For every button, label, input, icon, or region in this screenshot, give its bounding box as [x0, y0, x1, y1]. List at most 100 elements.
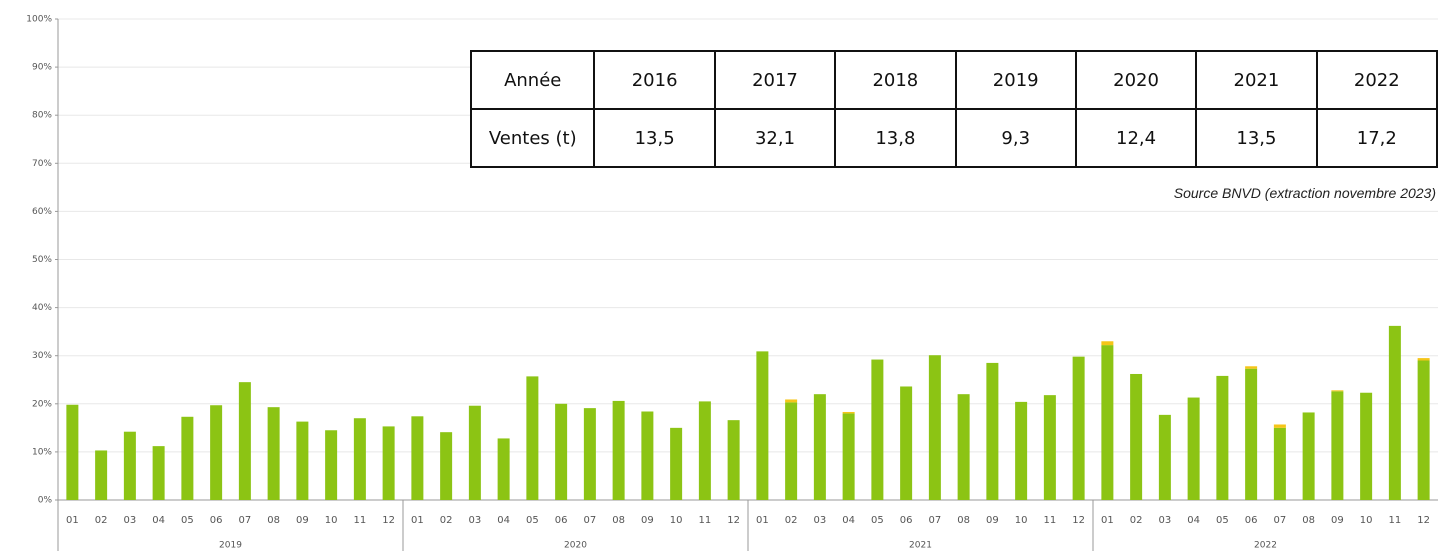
y-tick-label: 20%	[32, 399, 52, 409]
sales-table: Année 2016 2017 2018 2019 2020 2021 2022 Ventes …	[469, 50, 1438, 168]
x-tick-label: 09	[1331, 515, 1344, 526]
bar-segment	[1417, 358, 1430, 361]
x-tick-label: 05	[1216, 515, 1229, 526]
y-tick-label: 50%	[32, 255, 52, 265]
table-cell: 2019	[954, 50, 1077, 110]
x-tick-label: 08	[1302, 515, 1315, 526]
table-cell: 2016	[593, 50, 716, 110]
table-row: Année 2016 2017 2018 2019 2020 2021 2022	[469, 50, 1438, 110]
bar-segment	[411, 416, 424, 500]
x-tick-label: 09	[641, 515, 654, 526]
bar-segment	[1302, 412, 1315, 500]
bar-segment	[1245, 366, 1258, 369]
bar-segment	[1043, 395, 1056, 500]
x-tick-label: 05	[181, 515, 194, 526]
bar-segment	[1245, 368, 1258, 500]
y-tick-label: 0%	[38, 496, 53, 506]
x-tick-label: 06	[900, 515, 913, 526]
x-tick-label: 07	[1274, 515, 1287, 526]
bar-segment	[641, 411, 654, 500]
group-label: 2022	[1254, 541, 1277, 551]
table-cell: 13,5	[593, 108, 716, 168]
bar-segment	[957, 394, 970, 500]
bar-segment	[1216, 375, 1229, 500]
bar-segment	[95, 450, 108, 500]
y-tick-label: 40%	[32, 303, 52, 313]
table-cell: 9,3	[954, 108, 1077, 168]
x-tick-label: 11	[1044, 515, 1057, 526]
bar-segment	[152, 446, 165, 500]
bar-segment	[1158, 414, 1171, 500]
table-row: Ventes (t) 13,5 32,1 13,8 9,3 12,4 13,5 17,2	[469, 108, 1438, 168]
x-tick-label: 08	[267, 515, 280, 526]
bar-segment	[842, 411, 855, 414]
bar-segment	[727, 420, 740, 500]
bar-segment	[1360, 392, 1373, 500]
source-note: Source BNVD (extraction novembre 2023)	[1173, 185, 1436, 201]
bar-segment	[986, 362, 999, 500]
bar-segment	[1417, 360, 1430, 500]
table-cell: 2017	[713, 50, 837, 110]
x-tick-label: 07	[239, 515, 252, 526]
y-tick-label: 60%	[32, 207, 52, 217]
x-tick-label: 06	[555, 515, 568, 526]
bar-segment	[353, 418, 366, 500]
x-tick-label: 08	[612, 515, 625, 526]
bar-segment	[497, 438, 510, 500]
bar-segment	[756, 351, 769, 500]
y-tick-label: 100%	[26, 15, 52, 25]
y-tick-label: 80%	[32, 111, 52, 121]
x-tick-label: 12	[1417, 515, 1430, 526]
x-tick-label: 01	[1101, 515, 1114, 526]
bar-segment	[900, 386, 913, 500]
bar-segment	[181, 416, 194, 500]
x-tick-label: 11	[1389, 515, 1402, 526]
table-cell: 2022	[1315, 50, 1438, 110]
bar-segment	[612, 400, 625, 500]
bar-segment	[1388, 325, 1401, 500]
x-tick-label: 02	[1130, 515, 1143, 526]
x-tick-label: 08	[957, 515, 970, 526]
table-cell: 2018	[834, 50, 957, 110]
bar-segment	[382, 426, 395, 500]
x-tick-label: 04	[497, 515, 510, 526]
x-tick-label: 10	[1015, 515, 1028, 526]
table-cell: Année	[469, 50, 596, 110]
bar-segment	[210, 405, 223, 500]
y-tick-label: 90%	[32, 63, 52, 73]
table-cell: 2020	[1074, 50, 1198, 110]
bar-segment	[842, 413, 855, 500]
bar-segment	[526, 376, 539, 500]
y-tick-label: 10%	[32, 447, 52, 457]
bar-segment	[698, 401, 711, 500]
bar-segment	[325, 430, 338, 500]
bar-segment	[468, 405, 481, 500]
bar-segment	[238, 382, 251, 500]
bar-segment	[928, 355, 941, 500]
bar-segment	[66, 404, 79, 500]
group-label: 2021	[909, 541, 932, 551]
x-tick-label: 03	[1159, 515, 1172, 526]
bar-segment	[267, 407, 280, 500]
x-tick-label: 09	[986, 515, 999, 526]
x-tick-label: 03	[469, 515, 482, 526]
bar-segment	[1331, 391, 1344, 500]
x-tick-label: 11	[354, 515, 367, 526]
x-tick-label: 06	[210, 515, 223, 526]
x-tick-label: 01	[66, 515, 79, 526]
x-tick-label: 06	[1245, 515, 1258, 526]
bar-segment	[1015, 401, 1028, 500]
table-cell: 12,4	[1074, 108, 1198, 168]
bar-segment	[583, 408, 596, 500]
x-tick-label: 04	[1187, 515, 1200, 526]
bar-segment	[1273, 427, 1286, 500]
bar-segment	[1130, 373, 1143, 500]
bar-segment	[1101, 345, 1114, 500]
x-tick-label: 03	[124, 515, 137, 526]
bar-segment	[440, 432, 453, 500]
y-tick-label: 30%	[32, 351, 52, 361]
y-tick-label: 70%	[32, 159, 52, 169]
x-tick-label: 02	[785, 515, 798, 526]
